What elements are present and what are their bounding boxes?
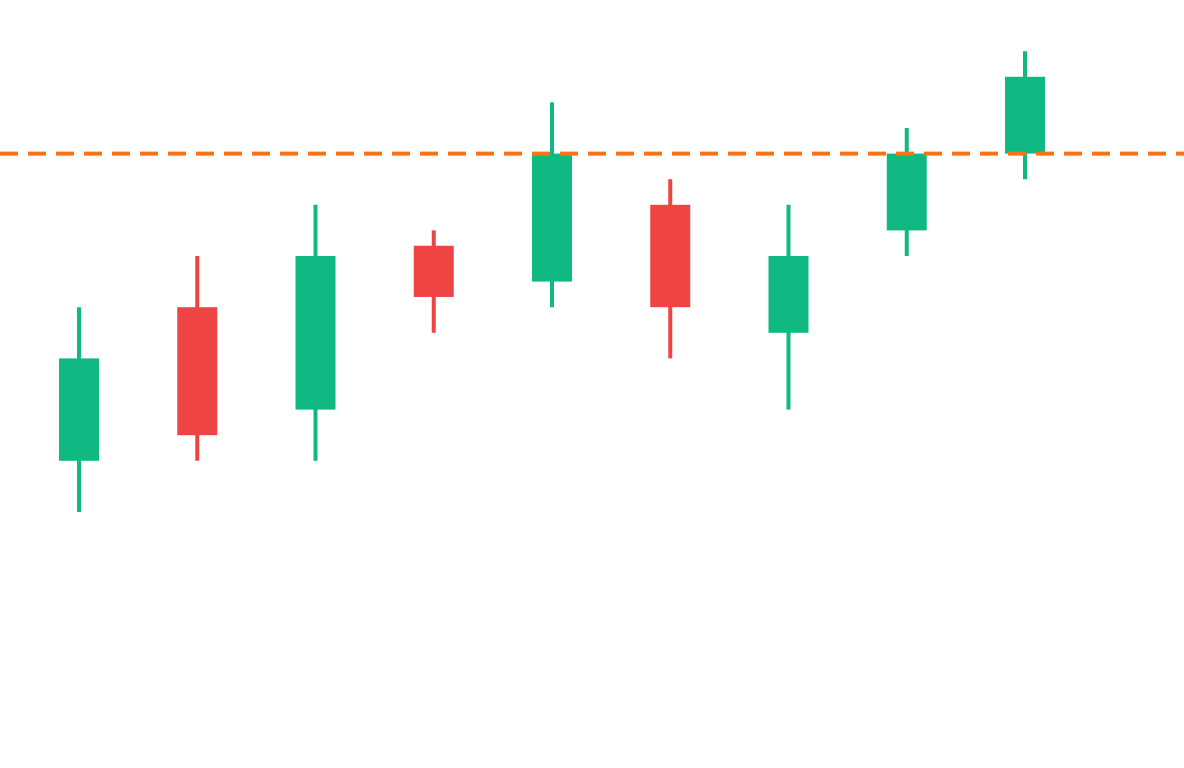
candle-3 <box>295 204 336 461</box>
candle-5 <box>532 102 572 308</box>
candle-body-up <box>768 256 809 333</box>
candle-6 <box>650 179 691 359</box>
candle-1 <box>59 307 99 512</box>
candle-4 <box>413 230 454 333</box>
candle-9 <box>1005 51 1045 180</box>
candle-body-down <box>650 204 691 308</box>
candle-2 <box>177 256 218 461</box>
candle-body-up <box>886 153 927 231</box>
candle-7 <box>768 204 809 410</box>
candle-body-down <box>413 245 454 297</box>
candle-body-up <box>1005 76 1045 154</box>
candle-body-up <box>532 153 572 282</box>
candle-body-up <box>295 256 336 410</box>
candle-body-down <box>177 307 218 436</box>
candle-8 <box>886 128 927 256</box>
candle-body-up <box>59 358 99 461</box>
